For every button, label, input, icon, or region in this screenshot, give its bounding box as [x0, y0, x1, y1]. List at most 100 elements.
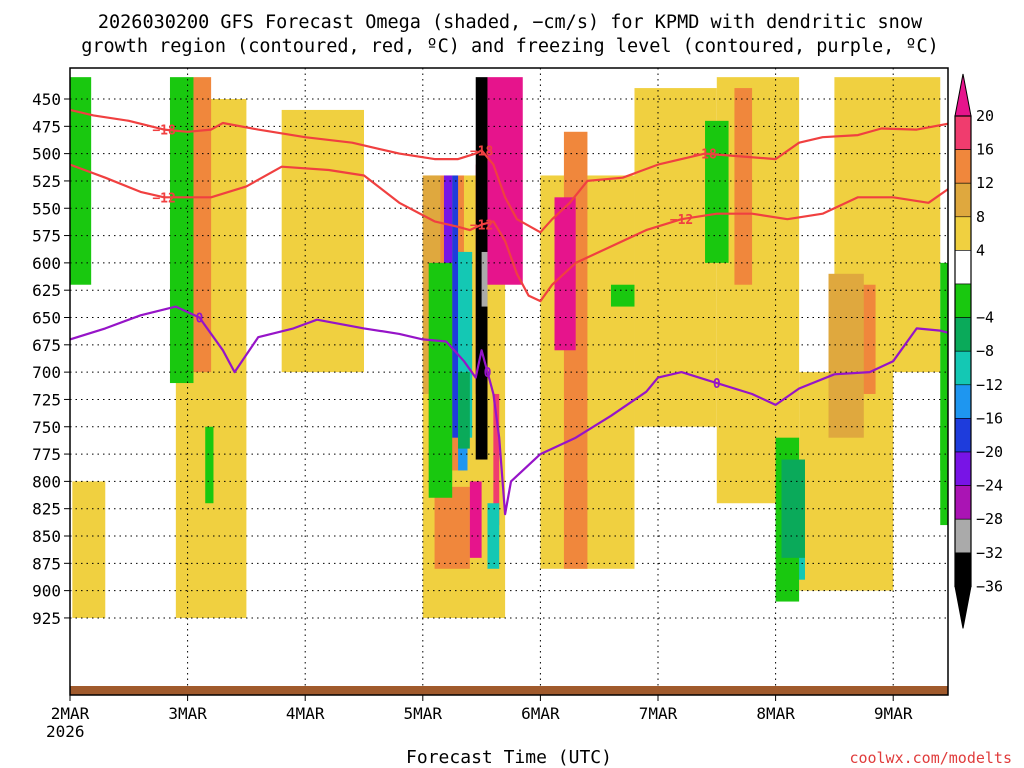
x-tick-label: 4MAR	[286, 704, 325, 723]
contour-label: −12	[670, 213, 693, 228]
y-tick-label: 825	[32, 500, 61, 519]
colorbar-label: −32	[976, 544, 1003, 562]
colorbar-swatch	[954, 283, 972, 318]
omega-cell	[940, 426, 948, 526]
ground-surface	[70, 686, 948, 695]
omega-cell	[610, 284, 635, 307]
y-tick-label: 450	[32, 90, 61, 109]
x-axis-label: Forecast Time (UTC)	[406, 747, 612, 768]
omega-shading-layer	[70, 77, 948, 618]
colorbar-label: −36	[976, 577, 1003, 595]
y-tick-label: 500	[32, 145, 61, 164]
x-tick-label: 5MAR	[404, 704, 443, 723]
colorbar-label: 20	[976, 107, 994, 125]
omega-cell	[72, 481, 106, 618]
x-tick-label: 3MAR	[168, 704, 207, 723]
credit-text[interactable]: coolwx.com/modelts	[849, 749, 1012, 767]
y-tick-label: 925	[32, 609, 61, 628]
colorbar-swatch	[954, 216, 972, 251]
colorbar-label: 12	[976, 174, 994, 192]
y-tick-label: 775	[32, 445, 61, 464]
omega-cell	[452, 175, 459, 438]
omega-cell	[205, 426, 214, 504]
omega-cell	[828, 273, 864, 438]
colorbar-swatch	[954, 317, 972, 352]
y-tick-label: 650	[32, 309, 61, 328]
colorbar-swatch	[954, 384, 972, 419]
contour-dgz-minus12	[70, 163, 948, 303]
colorbar: 20 16 12 8 4 −4 −8 −12 −16 −20 −24 −28 −32 −36	[954, 73, 1003, 629]
omega-cell	[481, 251, 488, 307]
y-tick-label: 600	[32, 254, 61, 273]
colorbar-label: −16	[976, 409, 1003, 427]
x-tick-label: 6MAR	[521, 704, 560, 723]
omega-cell	[781, 459, 805, 558]
y-tick-label: 575	[32, 227, 61, 246]
y-tick-label: 675	[32, 336, 61, 355]
omega-cell	[634, 88, 717, 427]
colorbar-label: −24	[976, 477, 1003, 495]
y-tick-label: 525	[32, 172, 61, 191]
colorbar-swatch	[954, 485, 972, 520]
colorbar-label: −12	[976, 376, 1003, 394]
contour-label: −12	[470, 219, 493, 234]
omega-cell	[193, 77, 212, 373]
omega-cell	[428, 262, 453, 498]
colorbar-label: −28	[976, 510, 1003, 528]
y-tick-label: 700	[32, 363, 61, 382]
colorbar-swatch	[954, 552, 972, 587]
x-tick-label: 9MAR	[874, 704, 913, 723]
y-tick-label: 475	[32, 117, 61, 136]
colorbar-swatch	[954, 451, 972, 486]
y-tick-label: 800	[32, 472, 61, 491]
colorbar-label: −4	[976, 309, 994, 327]
y-tick-label: 750	[32, 418, 61, 437]
contour-label: 0	[195, 312, 203, 327]
x-tick-label: 7MAR	[639, 704, 678, 723]
omega-cell	[434, 486, 470, 569]
y-axis: 450 475 500 525 550 575 600 625 650 675 700 725 750 7…	[32, 90, 70, 628]
y-tick-label: 725	[32, 390, 61, 409]
x-tick-sublabel: 2026	[46, 722, 85, 741]
y-tick-label: 625	[32, 281, 61, 300]
colorbar-frame	[954, 115, 972, 587]
contour-dgz-minus18	[70, 108, 948, 234]
omega-cell	[705, 120, 729, 263]
contour-label: 0	[484, 366, 492, 381]
colorbar-swatch	[954, 182, 972, 218]
y-tick-label: 900	[32, 582, 61, 601]
omega-cell	[493, 393, 500, 526]
colorbar-swatch	[954, 518, 972, 554]
chart-title-line-1: 2026030200 GFS Forecast Omega (shaded, −…	[98, 12, 923, 33]
contour-freezing-level-0	[70, 305, 948, 516]
contour-layer: −18 −18 −18 −12 −12 −12 0 0 0	[70, 108, 948, 516]
colorbar-label: −8	[976, 342, 994, 360]
colorbar-label: 16	[976, 141, 994, 159]
y-tick-label: 550	[32, 199, 61, 218]
omega-cell	[487, 503, 500, 569]
y-tick-label: 850	[32, 527, 61, 546]
x-tick-label: 8MAR	[756, 704, 795, 723]
colorbar-top-cap	[954, 73, 972, 117]
y-tick-label: 875	[32, 554, 61, 573]
omega-cell	[940, 262, 948, 471]
colorbar-bottom-cap	[954, 585, 972, 629]
plot-frame	[69, 67, 949, 696]
contour-label: −18	[470, 144, 494, 159]
contour-label: −18	[693, 148, 717, 163]
gridlines	[70, 68, 948, 695]
colorbar-swatch	[954, 418, 972, 453]
contour-label: 0	[713, 377, 721, 392]
omega-cell	[734, 88, 753, 285]
omega-cell	[458, 372, 470, 449]
omega-cell	[70, 77, 92, 285]
colorbar-label: 8	[976, 208, 985, 226]
plot-area: −18 −18 −18 −12 −12 −12 0 0 0	[70, 68, 948, 695]
colorbar-swatch	[954, 149, 972, 184]
contour-label: −12	[152, 191, 175, 206]
colorbar-label: 4	[976, 241, 985, 259]
colorbar-swatch	[954, 250, 972, 285]
colorbar-swatch	[954, 115, 972, 150]
